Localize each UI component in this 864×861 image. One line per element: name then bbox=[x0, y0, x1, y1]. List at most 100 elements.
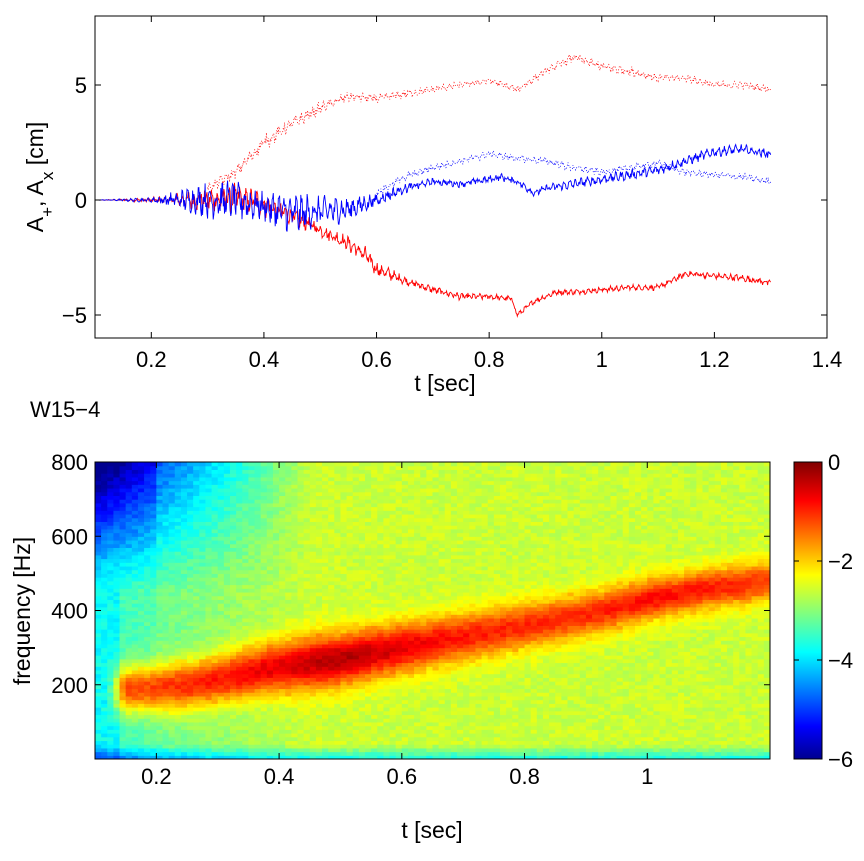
spectrogram-cell bbox=[420, 714, 427, 719]
spectrogram-cell bbox=[420, 744, 427, 749]
spectrogram-cell bbox=[223, 721, 231, 727]
spectrogram-cell bbox=[187, 707, 194, 712]
spectrogram-cell bbox=[137, 499, 145, 504]
spectrogram-cell bbox=[236, 677, 243, 682]
spectrogram-cell bbox=[309, 651, 317, 656]
spectrogram-cell bbox=[95, 495, 102, 500]
spectrogram-cell bbox=[432, 543, 440, 548]
spectrogram-cell bbox=[101, 462, 108, 467]
spectrogram-cell bbox=[187, 736, 194, 742]
spectrogram-cell bbox=[358, 740, 366, 745]
spectrogram-cell bbox=[315, 521, 323, 526]
spectrogram-cell bbox=[340, 487, 348, 493]
spectrogram-cell bbox=[144, 714, 151, 719]
spectrogram-cell bbox=[211, 703, 219, 708]
spectrogram-cell bbox=[444, 658, 452, 664]
spectrogram-cell bbox=[193, 751, 200, 756]
spectrogram-cell bbox=[377, 491, 385, 497]
spectrogram-cell bbox=[211, 747, 219, 753]
spectrogram-cell bbox=[107, 740, 115, 745]
spectrogram-cell bbox=[162, 547, 170, 552]
spectrogram-cell bbox=[285, 710, 292, 716]
spectrogram-cell bbox=[217, 625, 225, 630]
spectrogram-cell bbox=[463, 692, 470, 697]
spectrogram-cell bbox=[107, 517, 115, 522]
spectrogram-cell bbox=[432, 584, 440, 589]
spectrogram-cell bbox=[365, 562, 372, 567]
spectrogram-cell bbox=[230, 532, 237, 537]
spectrogram-cell bbox=[285, 551, 292, 556]
spectrogram-cell bbox=[131, 677, 139, 682]
spectrogram-cell bbox=[217, 643, 225, 649]
spectrogram-cell bbox=[125, 487, 133, 493]
spectrogram-cell bbox=[95, 573, 102, 578]
spectrogram-cell bbox=[328, 603, 335, 608]
spectrogram-cell bbox=[426, 662, 434, 667]
spectrogram-cell bbox=[144, 547, 151, 552]
spectrogram-cell bbox=[395, 677, 403, 682]
spectrogram-cell bbox=[346, 736, 354, 742]
spectrogram-cell bbox=[113, 510, 121, 515]
spectrogram-cell bbox=[407, 487, 415, 493]
spectrogram-cell bbox=[217, 517, 225, 522]
spectrogram-cell bbox=[205, 747, 213, 753]
spectrogram-cell bbox=[101, 599, 108, 604]
spectrogram-cell bbox=[254, 740, 262, 745]
spectrogram-cell bbox=[168, 539, 176, 545]
spectrogram-cell bbox=[168, 718, 176, 723]
spectrogram-cell bbox=[101, 703, 108, 708]
spectrogram-cell bbox=[230, 580, 237, 586]
spectrogram-cell bbox=[414, 695, 421, 701]
spectrogram-cell bbox=[260, 658, 268, 664]
spectrogram-cell bbox=[168, 565, 176, 571]
spectrogram-cell bbox=[230, 595, 237, 600]
spectrogram-cell bbox=[334, 707, 342, 712]
spectrogram-cell bbox=[113, 718, 121, 723]
spectrogram-cell bbox=[137, 632, 145, 638]
spectrogram-cell bbox=[315, 655, 323, 660]
spectrogram-cell bbox=[365, 640, 372, 645]
spectrogram-cell bbox=[420, 673, 427, 678]
spectrogram-cell bbox=[358, 495, 366, 500]
spectrogram-cell bbox=[279, 465, 286, 471]
spectrogram-cell bbox=[383, 521, 391, 526]
spectrogram-cell bbox=[174, 547, 182, 552]
spectrogram-cell bbox=[334, 718, 342, 723]
spectrogram-cell bbox=[334, 666, 342, 671]
spectrogram-cell bbox=[279, 606, 286, 612]
spectrogram-cell bbox=[180, 695, 188, 701]
spectrogram-cell bbox=[279, 610, 286, 615]
spectrogram-cell bbox=[254, 718, 262, 723]
spectrogram-cell bbox=[131, 528, 139, 534]
spectrogram-cell bbox=[291, 465, 299, 471]
spectrogram-cell bbox=[285, 733, 292, 738]
spectrogram-cell bbox=[279, 462, 286, 467]
spectrogram-cell bbox=[438, 640, 446, 645]
spectrogram-cell bbox=[119, 747, 127, 753]
spectrogram-cell bbox=[469, 655, 477, 660]
spectrogram-cell bbox=[303, 491, 311, 497]
spectrogram-cell bbox=[193, 476, 200, 482]
spectrogram-cell bbox=[113, 595, 121, 600]
spectrogram-cell bbox=[205, 751, 213, 756]
spectrogram-cell bbox=[230, 710, 237, 716]
spectrogram-cell bbox=[346, 473, 354, 478]
spectrogram-cell bbox=[144, 695, 151, 701]
spectrogram-cell bbox=[248, 699, 256, 704]
spectrogram-cell bbox=[266, 632, 274, 638]
spectrogram-cell bbox=[260, 681, 268, 686]
spectrogram-cell bbox=[150, 695, 157, 701]
spectrogram-cell bbox=[346, 733, 354, 738]
spectrogram-cell bbox=[328, 666, 335, 671]
spectrogram-cell bbox=[432, 617, 440, 623]
spectrogram-cell bbox=[230, 484, 237, 489]
spectrogram-cell bbox=[95, 647, 102, 652]
spectrogram-cell bbox=[463, 565, 470, 571]
spectrogram-cell bbox=[260, 603, 268, 608]
spectrogram-cell bbox=[205, 595, 213, 600]
spectrogram-cell bbox=[266, 536, 274, 541]
spectrogram-cell bbox=[371, 487, 378, 493]
spectrogram-cell bbox=[414, 669, 421, 675]
spectrogram-cell bbox=[107, 491, 115, 497]
spectrogram-cell bbox=[260, 513, 268, 519]
